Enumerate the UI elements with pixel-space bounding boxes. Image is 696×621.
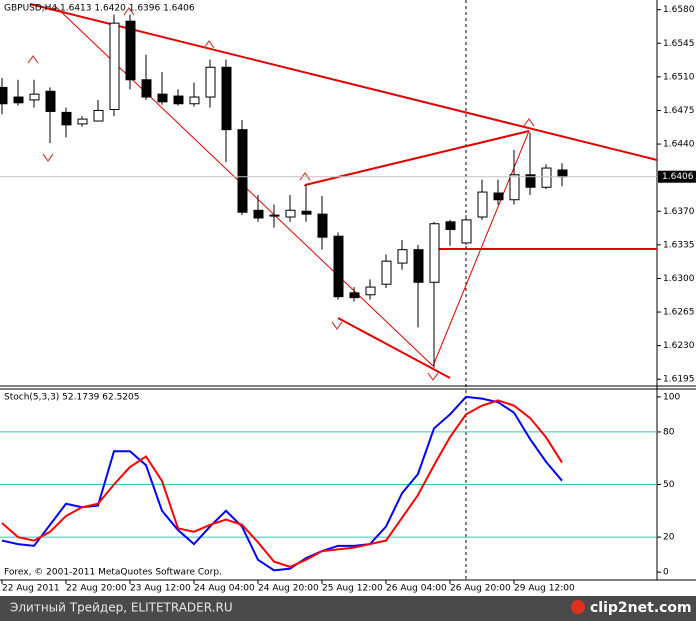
candle-body (173, 95, 184, 105)
candle-body (237, 129, 248, 213)
logo-icon (571, 600, 585, 614)
candle-body (509, 174, 520, 201)
x-tick-label: 25 Aug 12:00 (322, 584, 383, 594)
candle-body (477, 191, 488, 218)
candle-body (141, 79, 152, 98)
candle-body (157, 93, 168, 103)
fractal-up (523, 117, 535, 127)
fractal-up (299, 171, 311, 181)
candle-body (221, 66, 232, 131)
candle-body (445, 221, 456, 230)
x-tick-label: 26 Aug 04:00 (386, 584, 447, 594)
fractal-up (123, 6, 135, 16)
candle-body (301, 210, 312, 215)
candle-body (541, 167, 552, 188)
candle-body (413, 249, 424, 283)
candle-body (269, 214, 280, 217)
candle-body (493, 192, 504, 201)
fractals (27, 6, 535, 382)
y-tick-label: 1.6545 (663, 39, 695, 49)
trend-line (304, 130, 530, 186)
candle-body (429, 223, 440, 283)
copyright: Forex, © 2001-2011 MetaQuotes Software C… (4, 568, 222, 578)
candle-body (77, 118, 88, 125)
indicator-title: Stoch(5,3,3) 52.1739 62.5205 (4, 393, 139, 403)
candle-body (13, 96, 24, 104)
logo-text: clip2net.com (590, 600, 692, 616)
y-tick-label: 1.6370 (663, 207, 695, 217)
fractal-up (27, 54, 39, 64)
fractal-up (203, 39, 215, 49)
candle-body (333, 235, 344, 298)
candle-body (349, 292, 360, 299)
y-tick-label: 100 (663, 392, 680, 402)
candle-body (45, 90, 56, 112)
stoch-line (1, 395, 563, 572)
candle-body (461, 219, 472, 244)
x-tick-label: 23 Aug 12:00 (130, 584, 191, 594)
y-tick-label: 1.6475 (663, 106, 695, 116)
x-tick-label: 26 Aug 20:00 (450, 584, 511, 594)
y-tick-label: 1.6510 (663, 72, 695, 82)
candle-body (365, 286, 376, 296)
y-tick-label: 50 (663, 480, 675, 490)
candle-body (29, 93, 40, 101)
candle-body (381, 260, 392, 285)
candle-body (189, 96, 200, 105)
candle-body (397, 249, 408, 264)
x-tick-label: 22 Aug 20:00 (66, 584, 127, 594)
x-tick-label: 24 Aug 20:00 (258, 584, 319, 594)
candle-body (0, 86, 8, 105)
candle-body (317, 213, 328, 238)
candle-body (525, 174, 536, 188)
stoch-line (1, 399, 563, 568)
fractal-down (331, 321, 343, 331)
x-tick-label: 29 Aug 12:00 (514, 584, 575, 594)
y-tick-label: 1.6300 (663, 274, 695, 284)
trend-line (337, 317, 451, 379)
candle-body (93, 109, 104, 122)
last-price-label: 1.6406 (662, 172, 694, 182)
y-tick-label: 80 (663, 427, 675, 437)
candle-body (125, 20, 136, 81)
y-tick-label: 20 (663, 533, 675, 543)
candle-body (285, 209, 296, 218)
y-tick-label: 0 (663, 568, 669, 578)
candle-body (253, 209, 264, 219)
candle-body (109, 22, 120, 111)
x-tick-label: 24 Aug 04:00 (194, 584, 255, 594)
y-tick-label: 1.6195 (663, 375, 695, 385)
fractal-down (42, 153, 54, 163)
candle-body (557, 169, 568, 178)
y-tick-label: 1.6580 (663, 5, 695, 15)
last-price-box (658, 170, 696, 183)
candle-body (61, 111, 72, 126)
candle-body (205, 66, 216, 98)
y-tick-label: 1.6230 (663, 341, 695, 351)
y-tick-label: 1.6335 (663, 240, 695, 250)
y-tick-label: 1.6265 (663, 308, 695, 318)
chart-title: GBPUSD,H4 1.6413 1.6420 1.6396 1.6406 (4, 4, 195, 14)
x-tick-label: 22 Aug 2011 (2, 584, 60, 594)
footer-text: Элитный Трейдер, ELITETRADER.RU (10, 601, 233, 615)
fractal-down (427, 372, 439, 382)
y-tick-label: 1.6440 (663, 140, 695, 150)
